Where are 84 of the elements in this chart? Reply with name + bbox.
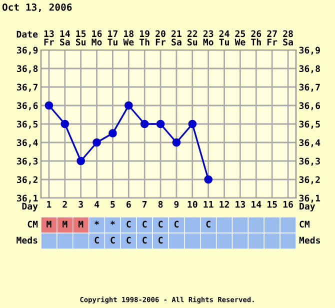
point bbox=[92, 138, 101, 147]
y2-tick-label: 36,4 bbox=[299, 139, 320, 148]
chart-title: Oct 13, 2006 bbox=[2, 3, 72, 12]
x2-tick-label: 22 Su bbox=[187, 30, 198, 46]
y2-tick-label: 36,1 bbox=[299, 194, 320, 203]
x-tick-label: 4 bbox=[94, 201, 100, 208]
x2-tick-label: 28 Sa bbox=[283, 30, 293, 46]
point bbox=[76, 156, 86, 166]
text: C bbox=[110, 236, 115, 244]
x2-axis-title: Date bbox=[16, 30, 38, 38]
x2-tick-label: 17 Tu bbox=[108, 30, 118, 46]
text: M bbox=[62, 220, 68, 228]
text: C bbox=[126, 236, 131, 244]
x-tick-label: 13 bbox=[236, 200, 246, 208]
x-tick-label: 5 bbox=[110, 201, 115, 208]
x2-tick-label: 16 Mo bbox=[92, 30, 102, 46]
x2-tick-label: 20 Fr bbox=[156, 30, 166, 46]
x-tick-label: 10 bbox=[188, 200, 198, 208]
y2-tick-label: 36,2 bbox=[299, 176, 320, 184]
category-label: CM bbox=[28, 220, 38, 228]
point bbox=[124, 101, 133, 110]
x-tick-label: 3 bbox=[78, 200, 83, 208]
y-tick-label: 36,7 bbox=[17, 84, 38, 92]
x2-tick-label: 15 Su bbox=[76, 30, 86, 46]
y2-tick-label: 36,6 bbox=[299, 102, 320, 110]
x-tick-label: 7 bbox=[142, 201, 147, 208]
x-tick-label: 2 bbox=[62, 200, 67, 208]
text: * bbox=[110, 220, 115, 225]
x2-tick-label: 27 Fr bbox=[267, 30, 278, 46]
point bbox=[156, 120, 165, 128]
text: C bbox=[206, 220, 210, 228]
x2-tick-label: 24 Tu bbox=[219, 30, 230, 46]
x2-tick-label: 13 Fr bbox=[44, 30, 54, 46]
y-tick-label: 36,1 bbox=[17, 194, 38, 203]
x2-tick-label: 19 Th bbox=[140, 30, 150, 46]
point bbox=[188, 120, 197, 128]
y2-tick-label: 36,5 bbox=[299, 120, 320, 129]
y-tick-label: 36,4 bbox=[17, 139, 38, 148]
text: M bbox=[78, 220, 84, 228]
category-label: CM bbox=[300, 220, 310, 228]
category-label: Meds bbox=[16, 236, 38, 244]
x-tick-label: 12 bbox=[220, 200, 229, 208]
y2-tick-label: 36,3 bbox=[299, 158, 320, 166]
x-tick-label: 14 bbox=[252, 201, 262, 208]
point bbox=[108, 129, 117, 138]
x2-tick-label: 23 Mo bbox=[203, 30, 214, 46]
text: M bbox=[46, 220, 52, 228]
x2-tick-label: 21 Sa bbox=[172, 30, 182, 46]
x-tick-label: 1 bbox=[47, 201, 52, 208]
x-tick-label: 9 bbox=[174, 200, 179, 208]
y2-tick-label: 36,8 bbox=[299, 65, 320, 74]
x-axis-title: Day bbox=[22, 202, 38, 212]
point bbox=[44, 101, 54, 110]
x-tick-label: 6 bbox=[126, 200, 131, 208]
y-tick-label: 36,9 bbox=[17, 46, 38, 55]
y-tick-label: 36,3 bbox=[17, 158, 38, 166]
y-tick-label: 36,6 bbox=[17, 102, 38, 110]
text: C bbox=[174, 220, 179, 228]
point bbox=[172, 138, 181, 147]
x-tick-label: 15 bbox=[267, 201, 277, 208]
text: Day bbox=[300, 202, 316, 212]
text: * bbox=[94, 220, 99, 225]
x2-tick-label: 25 We bbox=[234, 30, 246, 46]
text: C bbox=[158, 236, 163, 244]
text: C bbox=[94, 236, 99, 244]
x-tick-label: 11 bbox=[204, 201, 214, 208]
x2-tick-label: 18 We bbox=[123, 30, 134, 46]
point bbox=[60, 120, 70, 128]
y-tick-label: 36,8 bbox=[17, 65, 38, 74]
y-tick-label: 36,2 bbox=[17, 176, 38, 184]
category-label: Meds bbox=[299, 236, 320, 244]
y2-tick-label: 36,9 bbox=[299, 46, 320, 55]
x-tick-label: 8 bbox=[158, 200, 163, 208]
y2-tick-label: 36,7 bbox=[299, 84, 320, 92]
x2-tick-label: 14 Sa bbox=[60, 30, 70, 46]
point bbox=[204, 175, 213, 184]
text: C bbox=[142, 236, 147, 244]
y-tick-label: 36,5 bbox=[17, 120, 38, 129]
text: C bbox=[142, 220, 147, 228]
point bbox=[140, 120, 149, 128]
x-tick-label: 16 bbox=[283, 200, 293, 208]
x2-tick-label: 26 Th bbox=[251, 30, 262, 46]
text: C bbox=[126, 220, 131, 228]
text: C bbox=[158, 220, 163, 228]
